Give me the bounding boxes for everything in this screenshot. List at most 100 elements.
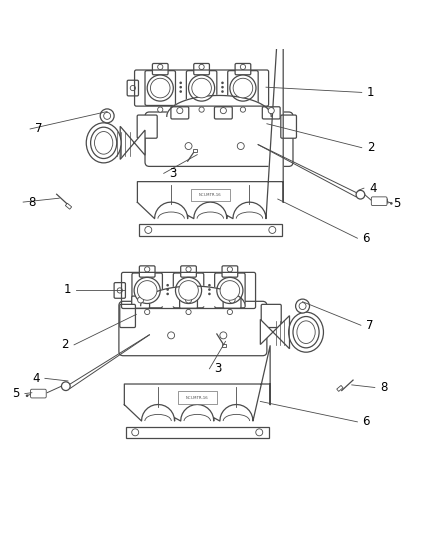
FancyBboxPatch shape bbox=[127, 80, 138, 96]
Circle shape bbox=[180, 82, 182, 84]
Circle shape bbox=[179, 281, 198, 300]
Text: 3: 3 bbox=[215, 362, 222, 375]
Circle shape bbox=[134, 277, 160, 303]
Circle shape bbox=[166, 288, 169, 291]
Text: 6: 6 bbox=[363, 415, 370, 429]
Text: 1: 1 bbox=[64, 283, 71, 296]
Ellipse shape bbox=[86, 123, 121, 163]
Text: 3: 3 bbox=[169, 167, 177, 180]
Circle shape bbox=[117, 288, 122, 293]
Ellipse shape bbox=[289, 312, 323, 352]
Circle shape bbox=[233, 78, 253, 98]
Circle shape bbox=[220, 108, 226, 114]
Circle shape bbox=[188, 75, 215, 101]
FancyBboxPatch shape bbox=[114, 282, 125, 298]
FancyBboxPatch shape bbox=[145, 112, 293, 166]
Circle shape bbox=[208, 293, 211, 295]
FancyBboxPatch shape bbox=[222, 266, 238, 277]
FancyBboxPatch shape bbox=[132, 296, 150, 308]
Circle shape bbox=[221, 82, 224, 84]
Circle shape bbox=[390, 202, 392, 205]
FancyBboxPatch shape bbox=[371, 197, 387, 206]
Circle shape bbox=[158, 64, 163, 70]
Ellipse shape bbox=[293, 317, 319, 348]
FancyBboxPatch shape bbox=[152, 63, 168, 75]
Circle shape bbox=[221, 90, 224, 93]
FancyBboxPatch shape bbox=[215, 273, 245, 308]
Circle shape bbox=[269, 227, 276, 233]
FancyBboxPatch shape bbox=[173, 273, 204, 308]
Text: 6: 6 bbox=[363, 232, 370, 245]
Bar bbox=[123, 274, 254, 307]
Circle shape bbox=[237, 142, 244, 150]
FancyBboxPatch shape bbox=[119, 301, 267, 356]
Circle shape bbox=[227, 309, 233, 314]
Bar bbox=[136, 72, 267, 104]
Circle shape bbox=[240, 64, 246, 70]
Circle shape bbox=[230, 75, 256, 101]
FancyBboxPatch shape bbox=[31, 389, 46, 398]
Circle shape bbox=[186, 266, 191, 272]
FancyBboxPatch shape bbox=[281, 115, 297, 138]
Ellipse shape bbox=[91, 127, 117, 158]
Bar bbox=[178, 391, 217, 404]
Circle shape bbox=[158, 107, 163, 112]
Polygon shape bbox=[124, 346, 270, 421]
Circle shape bbox=[138, 281, 157, 300]
FancyBboxPatch shape bbox=[181, 266, 196, 277]
FancyBboxPatch shape bbox=[132, 273, 162, 308]
Circle shape bbox=[130, 85, 135, 91]
Circle shape bbox=[104, 112, 111, 119]
Text: NCI-MTR-16: NCI-MTR-16 bbox=[199, 193, 222, 197]
Circle shape bbox=[145, 309, 150, 314]
Circle shape bbox=[240, 107, 246, 112]
Circle shape bbox=[199, 64, 204, 70]
FancyBboxPatch shape bbox=[145, 71, 176, 106]
FancyBboxPatch shape bbox=[223, 296, 241, 308]
Circle shape bbox=[147, 75, 173, 101]
Text: 2: 2 bbox=[367, 141, 374, 154]
Bar bbox=[193, 149, 197, 152]
Circle shape bbox=[208, 284, 211, 287]
Circle shape bbox=[299, 303, 306, 310]
Circle shape bbox=[145, 227, 152, 233]
Circle shape bbox=[138, 297, 144, 303]
FancyBboxPatch shape bbox=[180, 296, 198, 308]
FancyBboxPatch shape bbox=[186, 71, 217, 106]
Text: 4: 4 bbox=[369, 182, 377, 195]
Polygon shape bbox=[120, 126, 145, 159]
FancyBboxPatch shape bbox=[261, 304, 281, 328]
Ellipse shape bbox=[297, 321, 315, 343]
Circle shape bbox=[180, 86, 182, 88]
Circle shape bbox=[221, 86, 224, 88]
FancyBboxPatch shape bbox=[215, 107, 232, 119]
Circle shape bbox=[185, 297, 191, 303]
Polygon shape bbox=[260, 316, 290, 349]
Bar bbox=[191, 189, 230, 201]
Circle shape bbox=[217, 277, 243, 303]
Text: 5: 5 bbox=[393, 197, 400, 210]
Bar bbox=[222, 344, 226, 346]
Circle shape bbox=[229, 297, 235, 303]
FancyBboxPatch shape bbox=[262, 107, 280, 119]
Circle shape bbox=[227, 266, 233, 272]
Circle shape bbox=[166, 284, 169, 287]
Text: 2: 2 bbox=[61, 338, 69, 351]
FancyBboxPatch shape bbox=[228, 71, 258, 106]
Text: 8: 8 bbox=[380, 381, 387, 394]
FancyBboxPatch shape bbox=[194, 63, 209, 75]
Circle shape bbox=[220, 332, 227, 339]
Circle shape bbox=[296, 299, 310, 313]
Text: 1: 1 bbox=[367, 86, 374, 99]
Circle shape bbox=[150, 78, 170, 98]
Circle shape bbox=[268, 108, 274, 114]
Circle shape bbox=[185, 142, 192, 150]
Bar bbox=[337, 385, 343, 391]
FancyBboxPatch shape bbox=[139, 224, 282, 236]
FancyBboxPatch shape bbox=[235, 63, 251, 75]
FancyBboxPatch shape bbox=[126, 426, 269, 438]
Circle shape bbox=[177, 108, 183, 114]
Polygon shape bbox=[167, 95, 271, 116]
Circle shape bbox=[220, 281, 240, 300]
Circle shape bbox=[186, 309, 191, 314]
